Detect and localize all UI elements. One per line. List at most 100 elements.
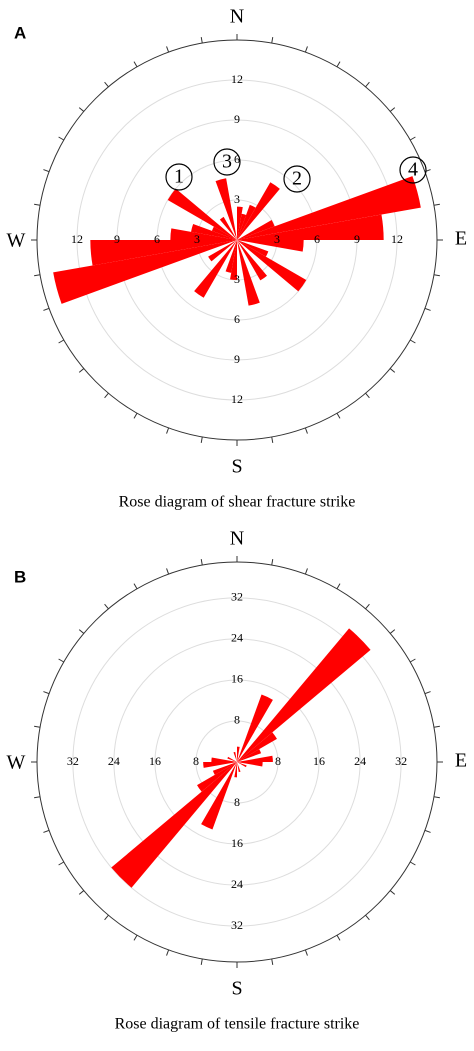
rose-petal bbox=[197, 762, 237, 792]
r-tick-label: 3 bbox=[234, 192, 240, 206]
compass-tick bbox=[78, 368, 85, 373]
rose-petal bbox=[237, 762, 263, 767]
compass-tick bbox=[424, 307, 431, 311]
compass-tick bbox=[34, 203, 41, 206]
rose-petal bbox=[237, 204, 256, 240]
compass-tick bbox=[304, 427, 308, 434]
compass-tick bbox=[271, 958, 274, 965]
compass-tick bbox=[336, 934, 341, 941]
compass-tick bbox=[304, 949, 308, 956]
compass-tick bbox=[200, 436, 203, 443]
rose-petal bbox=[237, 240, 304, 252]
rose-petal bbox=[211, 757, 237, 762]
r-tick-label: 9 bbox=[114, 232, 120, 246]
compass-tick bbox=[43, 691, 50, 695]
compass-tick bbox=[409, 136, 416, 141]
rose-petal bbox=[237, 628, 371, 762]
r-tick-label: 8 bbox=[234, 795, 240, 809]
compass-tick bbox=[271, 37, 274, 44]
compass-tick bbox=[389, 629, 396, 634]
rose-petal bbox=[211, 226, 237, 240]
rose-petal bbox=[237, 749, 262, 762]
annotation: 3 bbox=[222, 151, 232, 173]
r-tick-label: 12 bbox=[391, 232, 403, 246]
compass-tick bbox=[43, 169, 50, 173]
r-tick-label: 16 bbox=[313, 754, 325, 768]
rose-petal bbox=[230, 240, 237, 280]
compass-tick bbox=[34, 725, 41, 728]
compass-tick bbox=[336, 61, 341, 68]
compass-tick bbox=[78, 629, 85, 634]
compass-tick bbox=[424, 829, 431, 833]
grid-ring bbox=[195, 720, 279, 804]
compass-tick bbox=[433, 274, 440, 277]
compass-tick bbox=[34, 796, 41, 799]
r-tick-label: 6 bbox=[154, 232, 160, 246]
compass-tick bbox=[304, 568, 308, 575]
compass-tick bbox=[271, 436, 274, 443]
panel-label: A bbox=[14, 23, 26, 42]
panel-label: B bbox=[14, 567, 26, 586]
compass-tick bbox=[58, 136, 65, 141]
compass-tick bbox=[424, 691, 431, 695]
compass-tick bbox=[389, 890, 396, 895]
direction-label: S bbox=[231, 978, 242, 1000]
annotation: 4 bbox=[408, 159, 418, 181]
r-tick-label: 24 bbox=[231, 631, 243, 645]
r-tick-label: 12 bbox=[231, 72, 243, 86]
rose-petal bbox=[237, 762, 247, 768]
compass-tick bbox=[133, 934, 138, 941]
r-tick-label: 16 bbox=[149, 754, 161, 768]
compass-tick bbox=[304, 46, 308, 53]
direction-label: S bbox=[231, 456, 242, 478]
annotation: 1 bbox=[174, 166, 184, 188]
compass-tick bbox=[166, 949, 170, 956]
rose-petal bbox=[111, 762, 237, 888]
rose-petal bbox=[215, 178, 237, 240]
grid-ring bbox=[72, 597, 402, 927]
direction-label: E bbox=[455, 750, 467, 772]
direction-label: N bbox=[230, 528, 244, 550]
compass-tick bbox=[133, 61, 138, 68]
rose-petal bbox=[212, 762, 237, 775]
rose-petal bbox=[201, 762, 237, 830]
r-tick-label: 3 bbox=[194, 232, 200, 246]
compass-tick bbox=[104, 392, 109, 399]
r-tick-label: 32 bbox=[231, 918, 243, 932]
compass-tick bbox=[409, 861, 416, 866]
compass-tick bbox=[58, 861, 65, 866]
grid-ring bbox=[154, 679, 320, 845]
rose-petal bbox=[237, 732, 277, 762]
rose-petal bbox=[237, 694, 273, 762]
rose-petal bbox=[234, 762, 237, 778]
r-tick-label: 8 bbox=[275, 754, 281, 768]
rose-petal bbox=[237, 240, 260, 306]
rose-petal bbox=[194, 240, 237, 298]
rose-petal bbox=[233, 751, 237, 762]
compass-tick bbox=[166, 568, 170, 575]
caption: Rose diagram of tensile fracture strike bbox=[115, 1016, 360, 1033]
r-tick-label: 12 bbox=[71, 232, 83, 246]
r-tick-label: 6 bbox=[314, 232, 320, 246]
rose-petal bbox=[237, 240, 307, 292]
grid-ring bbox=[113, 638, 361, 886]
r-tick-label: 12 bbox=[231, 392, 243, 406]
direction-label: N bbox=[230, 6, 244, 28]
grid-ring bbox=[76, 79, 398, 401]
compass-tick bbox=[365, 81, 370, 88]
compass-tick bbox=[433, 796, 440, 799]
rose-petal bbox=[237, 176, 421, 240]
compass-tick bbox=[166, 427, 170, 434]
compass-tick bbox=[43, 829, 50, 833]
annotation-circle bbox=[213, 148, 241, 176]
compass-tick bbox=[271, 559, 274, 566]
compass-tick bbox=[433, 203, 440, 206]
rose-petal bbox=[237, 213, 247, 240]
compass-tick bbox=[200, 37, 203, 44]
direction-label: E bbox=[455, 228, 467, 250]
compass-tick bbox=[409, 339, 416, 344]
r-tick-label: 24 bbox=[354, 754, 366, 768]
annotation-circle bbox=[165, 163, 193, 191]
rose-petal bbox=[191, 224, 237, 240]
